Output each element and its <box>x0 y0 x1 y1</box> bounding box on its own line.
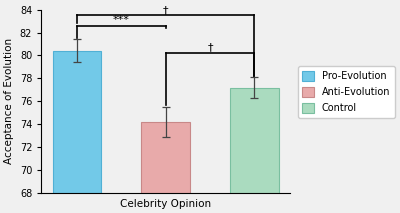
Text: †: † <box>207 43 213 53</box>
Text: ***: *** <box>113 15 130 25</box>
Bar <box>141 122 190 213</box>
Bar <box>230 88 279 213</box>
Bar <box>52 51 101 213</box>
X-axis label: Celebrity Opinion: Celebrity Opinion <box>120 199 211 209</box>
Text: †: † <box>163 5 168 15</box>
Legend: Pro-Evolution, Anti-Evolution, Control: Pro-Evolution, Anti-Evolution, Control <box>298 66 395 118</box>
Y-axis label: Acceptance of Evolution: Acceptance of Evolution <box>4 38 14 164</box>
